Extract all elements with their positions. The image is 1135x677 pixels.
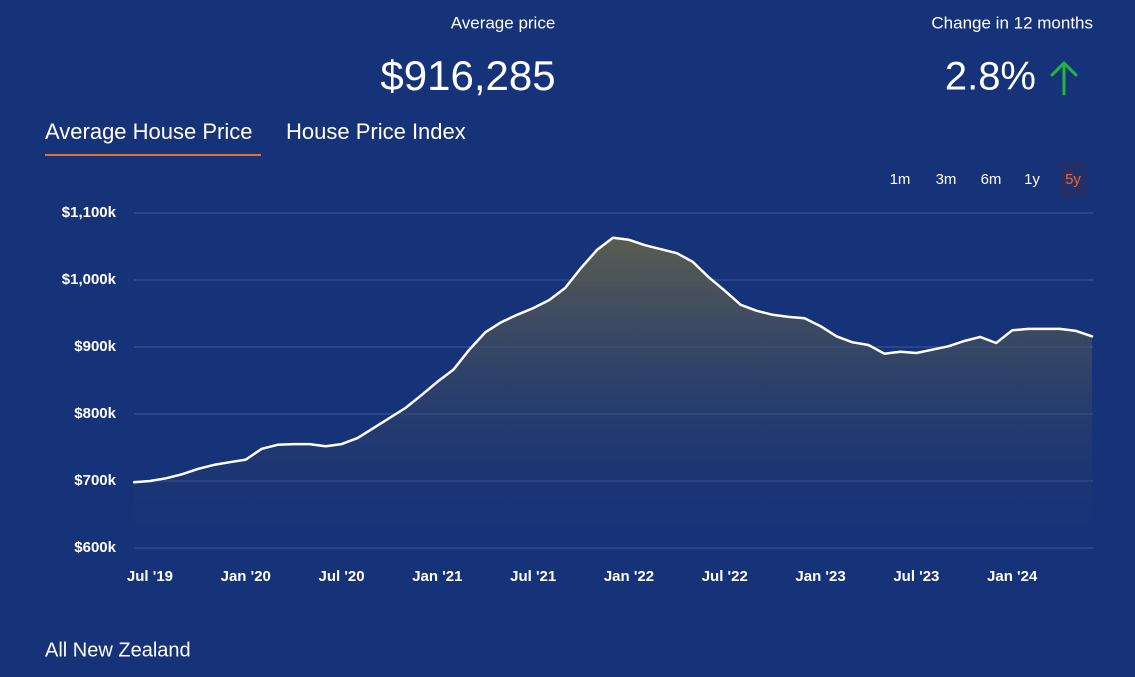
range-button[interactable]: 1y	[1024, 171, 1040, 188]
x-tick-label: Jan '21	[412, 568, 462, 585]
y-tick-label: $900k	[74, 338, 116, 355]
y-tick-label: $1,100k	[62, 204, 117, 221]
range-button[interactable]: 6m	[981, 171, 1002, 188]
area	[134, 237, 1092, 549]
x-tick-label: Jan '20	[221, 568, 271, 585]
chart: $600k $700k $800k $900k $1,000k $1,100k Jul '1…	[62, 204, 1094, 585]
line	[132, 236, 1094, 484]
x-tick-label: Jul '22	[702, 568, 748, 585]
x-tick-label: Jul '23	[893, 568, 939, 585]
footer: All New Zealand	[45, 639, 191, 661]
x-tick-label: Jul '21	[510, 568, 556, 585]
x-tick-label: Jan '24	[987, 568, 1038, 585]
average-label: Average price	[451, 13, 556, 32]
tab[interactable]: Average House Price	[45, 119, 253, 144]
range-button[interactable]: 1m	[890, 171, 911, 188]
y-tick-label: $1,000k	[62, 271, 117, 288]
average-value: $916,285	[380, 52, 555, 99]
active-range-bg	[1059, 162, 1087, 197]
range-button[interactable]: 5y	[1065, 171, 1081, 188]
change-value: 2.8%	[945, 55, 1036, 99]
y-tick-label: $600k	[74, 539, 116, 556]
up-arrow	[1050, 61, 1078, 96]
x-tick-label: Jan '22	[604, 568, 654, 585]
tab-underline	[45, 154, 261, 156]
change-label: Change in 12 months	[931, 13, 1093, 32]
x-tick-label: Jul '20	[319, 568, 365, 585]
x-tick-label: Jan '23	[795, 568, 845, 585]
range-button[interactable]: 3m	[936, 171, 957, 188]
y-tick-label: $800k	[74, 405, 116, 422]
x-tick-label: Jul '19	[127, 568, 173, 585]
y-tick-label: $700k	[74, 472, 116, 489]
tab[interactable]: House Price Index	[286, 119, 466, 144]
